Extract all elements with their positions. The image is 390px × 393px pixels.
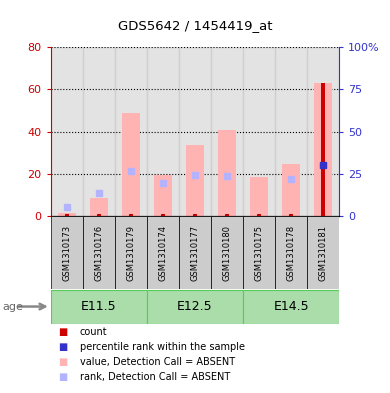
Text: percentile rank within the sample: percentile rank within the sample — [80, 342, 245, 352]
Text: GSM1310179: GSM1310179 — [126, 224, 135, 281]
Bar — [211, 216, 243, 289]
Bar — [243, 216, 275, 289]
Bar — [83, 216, 115, 289]
Bar — [147, 290, 243, 323]
Bar — [179, 47, 211, 216]
Bar — [321, 83, 325, 216]
Bar — [289, 214, 293, 216]
Bar — [257, 214, 261, 216]
Text: ■: ■ — [58, 357, 68, 367]
Bar — [83, 47, 115, 216]
Bar — [307, 216, 339, 289]
Bar — [90, 198, 108, 216]
Bar — [179, 216, 211, 289]
Bar — [122, 113, 140, 216]
Bar — [282, 164, 300, 216]
Bar — [225, 214, 229, 216]
Text: GSM1310174: GSM1310174 — [158, 224, 167, 281]
Bar — [51, 290, 147, 323]
Text: GSM1310177: GSM1310177 — [190, 224, 200, 281]
Text: ■: ■ — [58, 342, 68, 352]
Bar — [243, 290, 339, 323]
Text: count: count — [80, 327, 108, 337]
Text: E12.5: E12.5 — [177, 300, 213, 313]
Text: value, Detection Call = ABSENT: value, Detection Call = ABSENT — [80, 357, 235, 367]
Bar — [314, 83, 332, 216]
Text: ■: ■ — [58, 372, 68, 382]
Text: GSM1310176: GSM1310176 — [94, 224, 103, 281]
Bar — [115, 47, 147, 216]
Bar — [275, 47, 307, 216]
Bar — [147, 47, 179, 216]
Bar — [218, 130, 236, 216]
Bar — [275, 216, 307, 289]
Bar — [51, 216, 83, 289]
Bar — [115, 216, 147, 289]
Text: GSM1310178: GSM1310178 — [287, 224, 296, 281]
Bar — [154, 175, 172, 216]
Text: GSM1310175: GSM1310175 — [255, 224, 264, 281]
Text: GSM1310173: GSM1310173 — [62, 224, 71, 281]
Bar — [147, 216, 179, 289]
Bar — [211, 47, 243, 216]
Text: GSM1310180: GSM1310180 — [223, 224, 232, 281]
Bar — [161, 214, 165, 216]
Text: rank, Detection Call = ABSENT: rank, Detection Call = ABSENT — [80, 372, 230, 382]
Bar — [243, 47, 275, 216]
Bar — [97, 214, 101, 216]
Bar — [307, 47, 339, 216]
Bar — [65, 214, 69, 216]
Text: E14.5: E14.5 — [273, 300, 309, 313]
Bar — [51, 47, 83, 216]
Bar — [193, 214, 197, 216]
Bar — [250, 177, 268, 216]
Bar — [58, 213, 76, 216]
Text: GSM1310181: GSM1310181 — [319, 224, 328, 281]
Text: age: age — [2, 301, 23, 312]
Bar — [129, 214, 133, 216]
Text: ■: ■ — [58, 327, 68, 337]
Bar — [186, 145, 204, 216]
Text: GDS5642 / 1454419_at: GDS5642 / 1454419_at — [118, 19, 272, 32]
Text: E11.5: E11.5 — [81, 300, 117, 313]
